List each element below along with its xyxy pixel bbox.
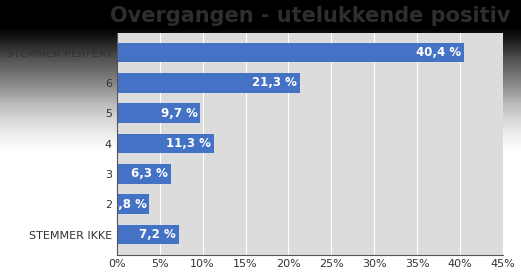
Bar xyxy=(117,134,214,153)
Text: 3,8 %: 3,8 % xyxy=(110,198,147,211)
Bar xyxy=(117,103,200,123)
Text: 21,3 %: 21,3 % xyxy=(252,76,297,89)
Text: 11,3 %: 11,3 % xyxy=(166,137,211,150)
Bar xyxy=(117,225,179,244)
Text: 6,3 %: 6,3 % xyxy=(131,167,168,180)
Bar xyxy=(117,73,300,93)
Title: Overgangen - utelukkende positiv: Overgangen - utelukkende positiv xyxy=(110,6,510,26)
Text: 7,2 %: 7,2 % xyxy=(139,228,176,241)
Bar xyxy=(117,194,150,214)
Bar xyxy=(117,164,171,184)
Bar xyxy=(117,43,464,62)
Text: 40,4 %: 40,4 % xyxy=(416,46,461,59)
Text: 9,7 %: 9,7 % xyxy=(160,107,197,120)
